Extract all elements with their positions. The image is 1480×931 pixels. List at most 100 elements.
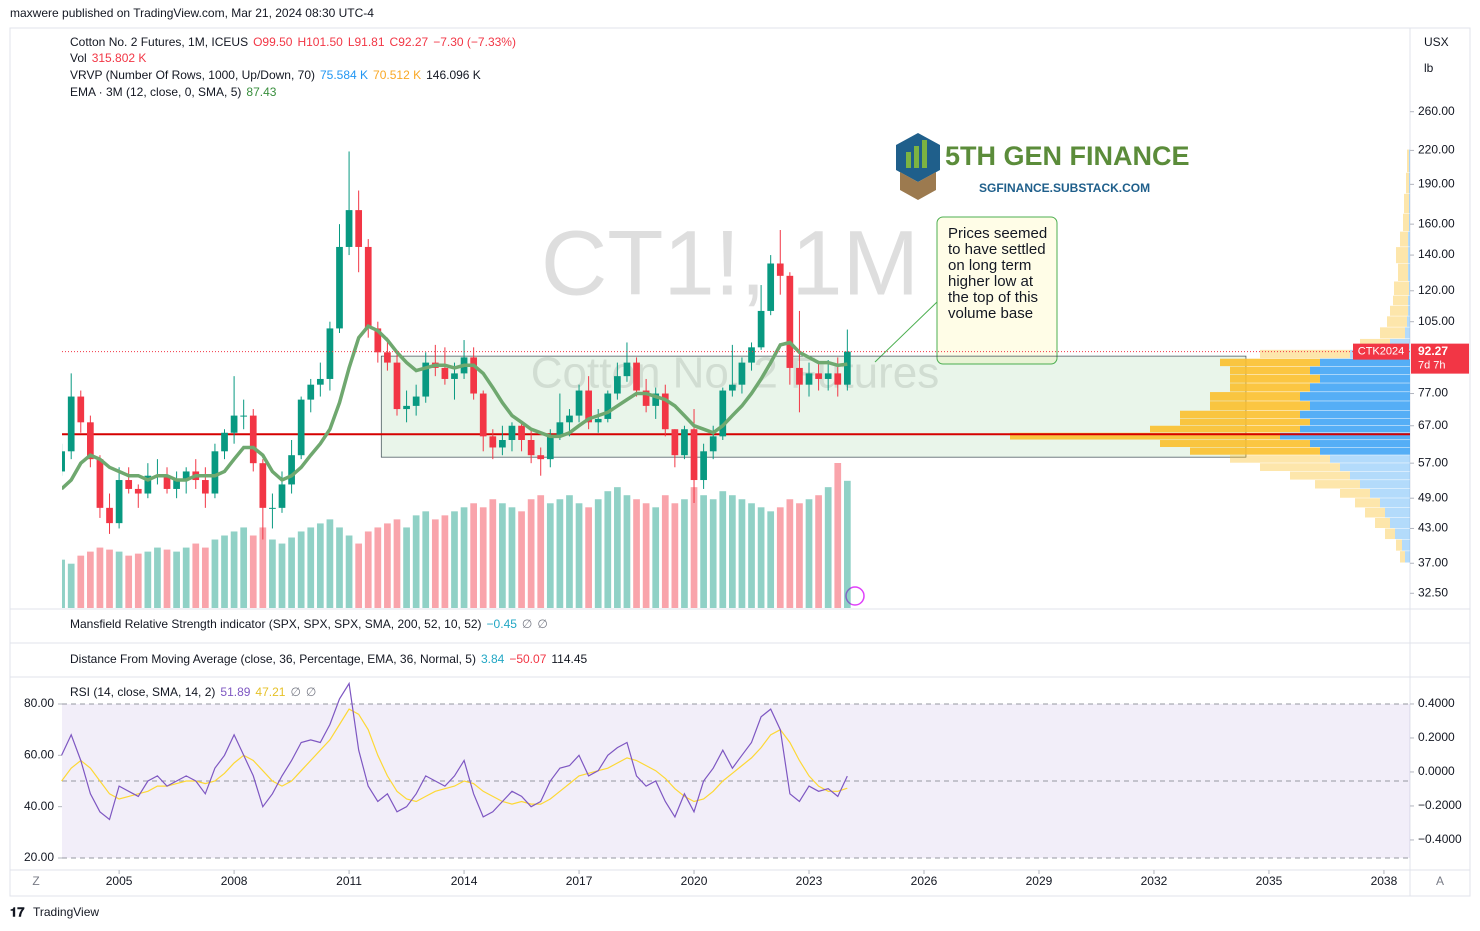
profile-down <box>1290 471 1350 480</box>
unit-measure[interactable]: lb <box>1424 61 1434 75</box>
legend-text: ∅ <box>290 685 301 699</box>
volume-bar <box>297 531 305 608</box>
range-box <box>380 355 1247 458</box>
logo-base <box>900 172 936 200</box>
rsi-tick-label: 40.00 <box>24 799 54 813</box>
logo-title: 5TH GEN FINANCE <box>945 141 1190 171</box>
candle-body <box>594 418 602 423</box>
profile-down <box>1404 193 1409 214</box>
volume-bar <box>192 543 200 608</box>
legend-text: ∅ <box>305 685 317 699</box>
volume-bar <box>96 547 104 608</box>
profile-up <box>1408 305 1410 316</box>
profile-down <box>1400 551 1405 563</box>
volume-bar <box>115 551 123 608</box>
legend-text: VRVP (Number Of Rows, 1000, Up/Down, 70) <box>70 68 315 82</box>
profile-down <box>1407 149 1409 173</box>
profile-up <box>1408 295 1410 306</box>
profile-up <box>1385 507 1410 518</box>
candle-body <box>412 396 420 406</box>
legend-text: 75.584 K <box>320 68 369 82</box>
volume-bar <box>757 507 765 608</box>
volume-bar <box>374 527 382 608</box>
legend-text: 47.21 <box>255 685 286 699</box>
candle-body <box>661 393 669 430</box>
profile-up <box>1300 410 1410 419</box>
volume-bar <box>269 539 276 608</box>
volume-bar <box>470 503 477 608</box>
logo-url: SGFINANCE.SUBSTACK.COM <box>979 181 1150 195</box>
profile-down <box>1160 440 1310 448</box>
profile-down <box>1387 316 1407 327</box>
profile-down <box>1398 263 1408 282</box>
rsi-tick-label: 80.00 <box>24 696 54 710</box>
volume-bar <box>479 507 487 608</box>
volume-bar <box>154 547 161 608</box>
y-tick-label: 49.00 <box>1418 490 1448 504</box>
candle-body <box>489 436 497 448</box>
y-tick-label: 260.00 <box>1418 104 1455 118</box>
profile-down <box>1210 401 1310 411</box>
profile-down <box>1393 295 1408 306</box>
profile-down <box>1403 213 1409 232</box>
candle-body <box>364 246 372 329</box>
auto-button[interactable]: A <box>1436 874 1444 888</box>
profile-down <box>1394 281 1409 296</box>
candle-body <box>843 351 851 385</box>
profile-up <box>1380 498 1410 508</box>
profile-up <box>1320 374 1410 383</box>
candle-body <box>566 415 573 423</box>
y-tick-label: 32.50 <box>1418 585 1448 599</box>
volume-bar <box>719 491 727 608</box>
candle-body <box>269 507 276 509</box>
annotation-text: Prices seemed to have settled on long te… <box>948 225 1048 322</box>
logo: 5TH GEN FINANCE SGFINANCE.SUBSTACK.COM <box>896 133 1190 200</box>
countdown-label: 7d 7h <box>1418 360 1446 372</box>
profile-up <box>1300 425 1410 433</box>
candle-body <box>441 367 449 379</box>
y2-tick-label: 0.2000 <box>1418 730 1455 744</box>
volume-bar <box>259 527 267 608</box>
volume-bar <box>87 551 94 608</box>
publish-header: maxwere published on TradingView.com, Ma… <box>10 6 374 20</box>
candle-body <box>642 390 650 406</box>
legend-text: Distance From Moving Average (close, 36,… <box>70 652 476 666</box>
volume-bar <box>134 553 142 608</box>
zoom-button[interactable]: Z <box>32 874 39 888</box>
profile-up <box>1408 263 1410 282</box>
volume-bar <box>288 537 295 608</box>
price-label-bg <box>1353 343 1409 360</box>
volume-bar <box>364 531 372 608</box>
candle-body <box>163 475 171 489</box>
volume-bar <box>403 527 410 608</box>
candle-body <box>633 362 640 391</box>
rsi-tick-label: 20.00 <box>24 850 54 864</box>
y2-tick-label: −0.4000 <box>1418 832 1462 846</box>
profile-up <box>1350 471 1410 480</box>
candle-body <box>805 373 813 385</box>
volume-bar <box>738 499 746 608</box>
event-icon[interactable] <box>845 586 865 606</box>
currency-unit[interactable]: USX <box>1424 35 1449 49</box>
legend-text: ∅ <box>521 617 533 631</box>
y-tick-label: 220.00 <box>1418 143 1455 157</box>
candle-body <box>345 210 353 247</box>
volume-bar <box>575 503 583 608</box>
legend-text: Cotton No. 2 Futures, 1M, ICEUS <box>70 35 249 49</box>
legend-rsi: RSI (14, close, SMA, 14, 2) 51.89 47.21 ∅ ∅ <box>70 684 321 700</box>
candle-body <box>738 362 746 385</box>
legend-vrvp: VRVP (Number Of Rows, 1000, Up/Down, 70)… <box>70 67 486 83</box>
volume-bar <box>173 551 180 608</box>
candle-body <box>201 480 209 494</box>
candle-body <box>815 373 822 379</box>
y-tick-label: 77.00 <box>1418 386 1448 400</box>
y-tick-label: 120.00 <box>1418 283 1455 297</box>
volume-bar <box>182 547 190 608</box>
profile-up <box>1409 213 1410 232</box>
profile-up <box>1408 231 1410 247</box>
volume-bar <box>355 543 363 608</box>
profile-down <box>1180 410 1300 419</box>
volume-bar <box>700 495 707 608</box>
volume-bar <box>834 463 842 608</box>
candle-body <box>729 384 736 391</box>
